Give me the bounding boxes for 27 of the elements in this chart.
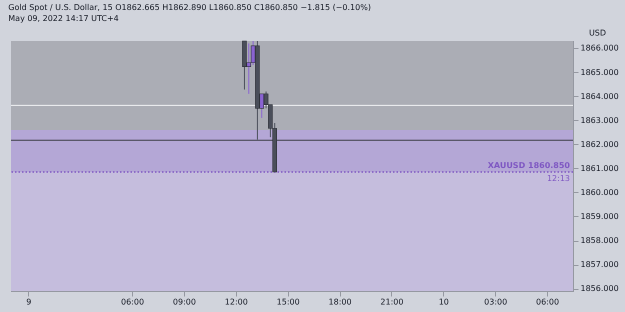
y-tick-label: 1860.000: [580, 188, 619, 197]
x-tick-label: 21:00: [380, 298, 404, 306]
y-tick-label: 1856.000: [580, 284, 619, 294]
y-tick-label: 1858.000: [580, 236, 619, 246]
y-tick-label: 1866.000: [580, 44, 619, 53]
x-tick-label: 15:00: [276, 298, 300, 306]
candlestick: [246, 42, 252, 94]
annotation: 12:13: [546, 174, 570, 184]
x-tick-label: 06:00: [121, 298, 144, 306]
chart-subtitle: May 09, 2022 14:17 UTC+4: [8, 14, 119, 23]
x-tick-label: 18:00: [328, 298, 352, 306]
y-tick-label: 1857.000: [580, 260, 619, 270]
y-tick-label: 1862.000: [580, 140, 619, 149]
chart-title: Gold Spot / U.S. Dollar, 15 O1862.665 H1862.890 L1860.850 C1860.850 −1.815 (−0.10%): [8, 3, 371, 12]
y-tick-label: 1859.000: [580, 212, 619, 221]
x-tick-label: 10: [438, 298, 449, 306]
y-tick-label: 1861.000: [580, 164, 619, 173]
ref-line-label: XAUUSD 1860.850: [488, 161, 570, 170]
x-tick-label: 09:00: [172, 298, 196, 306]
y-tick-label: 1863.000: [580, 116, 619, 125]
x-tick-label: 03:00: [484, 298, 508, 306]
x-tick-label: 12:00: [224, 298, 248, 306]
y-tick-label: 1864.000: [580, 92, 619, 101]
x-tick-label: 06:00: [536, 298, 560, 306]
y-tick-label: 1865.000: [580, 68, 619, 77]
y-axis-title: USD: [588, 28, 606, 38]
x-tick-label: 9: [26, 298, 32, 306]
